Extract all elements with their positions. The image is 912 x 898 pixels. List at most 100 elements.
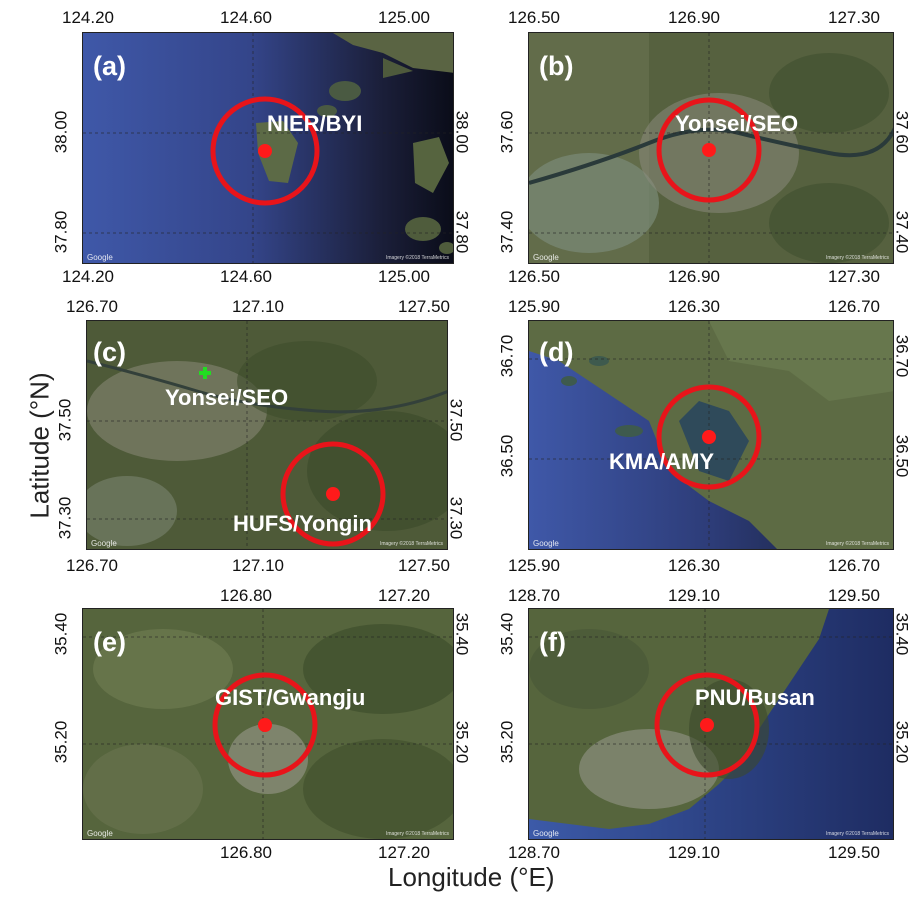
secondary-site-label: Yonsei/SEO — [165, 385, 289, 410]
top-tick: 128.70 — [508, 586, 560, 605]
top-tick: 127.20 — [378, 586, 430, 605]
bottom-tick: 127.10 — [232, 556, 284, 575]
left-tick: 35.40 — [51, 612, 71, 656]
right-tick: 35.20 — [892, 720, 912, 764]
right-tick: 37.40 — [892, 210, 912, 254]
left-tick: 36.50 — [497, 434, 517, 478]
panel-label: (f) — [539, 627, 566, 657]
site-label: Yonsei/SEO — [675, 111, 799, 136]
map-image-a: (a) NIER/BYI Google Imagery ©2018 TerraM… — [82, 32, 454, 264]
google-logo: Google — [91, 539, 117, 548]
bottom-tick: 125.90 — [508, 556, 560, 575]
site-marker — [702, 430, 716, 444]
right-tick: 36.70 — [892, 334, 912, 378]
top-tick: 127.10 — [232, 297, 284, 316]
google-logo: Google — [87, 829, 113, 838]
bottom-tick: 127.20 — [378, 843, 430, 862]
left-tick: 35.20 — [497, 720, 517, 764]
left-tick: 37.60 — [497, 110, 517, 154]
right-tick: 37.50 — [446, 398, 466, 442]
left-tick: 37.80 — [51, 210, 71, 254]
left-tick: 35.20 — [51, 720, 71, 764]
right-tick: 37.60 — [892, 110, 912, 154]
google-logo: Google — [533, 253, 559, 262]
site-label: KMA/AMY — [609, 449, 715, 474]
top-tick: 127.30 — [828, 8, 880, 27]
secondary-site-marker — [199, 367, 211, 379]
y-axis-title: Latitude (°N) — [24, 372, 55, 519]
top-tick: 129.10 — [668, 586, 720, 605]
imagery-attribution: Imagery ©2018 TerraMetrics — [385, 831, 449, 837]
right-tick: 37.30 — [446, 496, 466, 540]
map-image-c: (c) Yonsei/SEO HUFS/Yongin Google Imager… — [86, 320, 448, 550]
bottom-tick: 126.80 — [220, 843, 272, 862]
top-tick: 126.90 — [668, 8, 720, 27]
top-tick: 126.80 — [220, 586, 272, 605]
site-marker — [258, 718, 272, 732]
imagery-attribution: Imagery ©2018 TerraMetrics — [385, 255, 449, 261]
bottom-tick: 127.50 — [398, 556, 450, 575]
left-tick: 37.40 — [497, 210, 517, 254]
left-tick: 38.00 — [51, 110, 71, 154]
top-tick: 127.50 — [398, 297, 450, 316]
left-tick: 37.50 — [55, 398, 75, 442]
site-marker — [700, 718, 714, 732]
site-label: GIST/Gwangju — [215, 685, 366, 710]
top-tick: 124.60 — [220, 8, 272, 27]
left-tick: 35.40 — [497, 612, 517, 656]
top-tick: 126.30 — [668, 297, 720, 316]
right-tick: 35.40 — [452, 612, 472, 656]
map-image-e: (e) GIST/Gwangju Google Imagery ©2018 Te… — [82, 608, 454, 840]
site-radius-circle — [280, 441, 386, 547]
google-logo: Google — [533, 539, 559, 548]
imagery-attribution: Imagery ©2018 TerraMetrics — [825, 541, 889, 547]
bottom-tick: 124.60 — [220, 267, 272, 286]
site-radius-circle — [654, 672, 760, 778]
site-label: NIER/BYI — [267, 111, 363, 136]
imagery-attribution: Imagery ©2018 TerraMetrics — [825, 255, 889, 261]
panel-label: (d) — [539, 337, 574, 367]
top-tick: 125.90 — [508, 297, 560, 316]
bottom-tick: 124.20 — [62, 267, 114, 286]
top-tick: 126.70 — [66, 297, 118, 316]
bottom-tick: 126.30 — [668, 556, 720, 575]
panel-label: (c) — [93, 337, 126, 367]
site-label: HUFS/Yongin — [233, 511, 372, 536]
top-tick: 126.50 — [508, 8, 560, 27]
imagery-attribution: Imagery ©2018 TerraMetrics — [825, 831, 889, 837]
imagery-attribution: Imagery ©2018 TerraMetrics — [379, 541, 443, 547]
bottom-tick: 126.70 — [828, 556, 880, 575]
right-tick: 37.80 — [452, 210, 472, 254]
right-tick: 35.40 — [892, 612, 912, 656]
left-tick: 36.70 — [497, 334, 517, 378]
site-radius-circle — [656, 384, 762, 490]
site-marker — [702, 143, 716, 157]
left-tick: 37.30 — [55, 496, 75, 540]
site-radius-circle — [212, 672, 318, 778]
right-tick: 36.50 — [892, 434, 912, 478]
bottom-tick: 129.10 — [668, 843, 720, 862]
site-marker — [258, 144, 272, 158]
map-image-d: (d) KMA/AMY Google Imagery ©2018 TerraMe… — [528, 320, 894, 550]
x-axis-title: Longitude (°E) — [388, 862, 555, 892]
top-tick: 125.00 — [378, 8, 430, 27]
bottom-tick: 128.70 — [508, 843, 560, 862]
panel-label: (b) — [539, 51, 574, 81]
bottom-tick: 127.30 — [828, 267, 880, 286]
right-tick: 38.00 — [452, 110, 472, 154]
site-marker — [326, 487, 340, 501]
panel-label: (a) — [93, 51, 126, 81]
right-tick: 35.20 — [452, 720, 472, 764]
bottom-tick: 126.50 — [508, 267, 560, 286]
site-radius-circle — [210, 96, 320, 206]
site-label: PNU/Busan — [695, 685, 815, 710]
bottom-tick: 126.70 — [66, 556, 118, 575]
bottom-tick: 125.00 — [378, 267, 430, 286]
top-tick: 126.70 — [828, 297, 880, 316]
top-tick: 129.50 — [828, 586, 880, 605]
map-image-f: (f) PNU/Busan Google Imagery ©2018 Terra… — [528, 608, 894, 840]
panel-label: (e) — [93, 627, 126, 657]
bottom-tick: 126.90 — [668, 267, 720, 286]
site-radius-circle — [656, 97, 762, 203]
bottom-tick: 129.50 — [828, 843, 880, 862]
